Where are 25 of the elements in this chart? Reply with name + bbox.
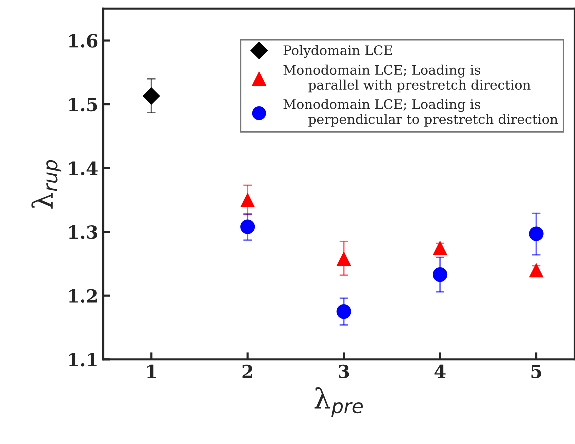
y-tick-label: 1.2 (69, 289, 98, 303)
point (433, 240, 448, 256)
x-tick-label: 2 (242, 364, 252, 378)
legend-label: Polydomain LCE (284, 45, 392, 58)
y-tick-label: 1.6 (69, 34, 98, 48)
x-tick-label: 5 (532, 365, 542, 378)
y-tick-label: 1.5 (69, 98, 98, 112)
point (336, 304, 352, 320)
point (529, 263, 544, 278)
point (336, 252, 352, 266)
y-tick-label: 1.3 (69, 226, 98, 240)
y-tick-label: 1.1 (69, 353, 97, 367)
y-tick-label: 1.4 (69, 162, 98, 176)
point (240, 192, 256, 208)
point (240, 220, 256, 234)
legend-label: Monodomain LCE; Loading is parallel with prestretch direction (284, 64, 531, 93)
x-axis-title: λ$_{pre}$ (314, 388, 363, 418)
point (142, 87, 160, 106)
x-tick-label: 3 (339, 364, 350, 378)
point (529, 226, 544, 242)
point (433, 268, 448, 282)
x-tick-label: 1 (148, 364, 156, 378)
legend-label: Monodomain LCE; Loading is perpendicular to prestretch direction (284, 99, 558, 127)
x-tick-label: 4 (434, 364, 446, 378)
y-axis-title: λ$_{rup}$ (32, 160, 62, 209)
